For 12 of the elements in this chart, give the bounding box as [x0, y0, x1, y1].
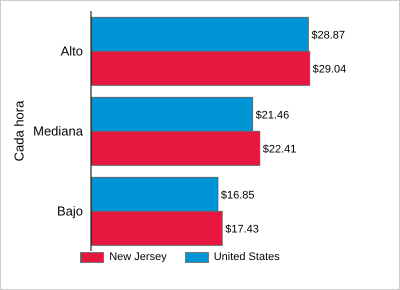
data-label: $29.04 — [312, 63, 346, 76]
data-label: $16.85 — [220, 189, 255, 202]
y-tick-label: Bajo — [56, 204, 83, 219]
data-label: $17.43 — [225, 223, 259, 236]
legend-label: New Jersey — [108, 251, 167, 263]
data-label: $21.46 — [256, 109, 290, 122]
legend-label: United States — [212, 251, 280, 263]
y-axis-title: Cada hora — [12, 100, 27, 162]
data-label: $22.41 — [262, 143, 296, 156]
y-tick-label: Mediana — [33, 124, 84, 139]
y-tick-label: Alto — [60, 44, 83, 59]
data-label: $28.87 — [311, 29, 346, 42]
